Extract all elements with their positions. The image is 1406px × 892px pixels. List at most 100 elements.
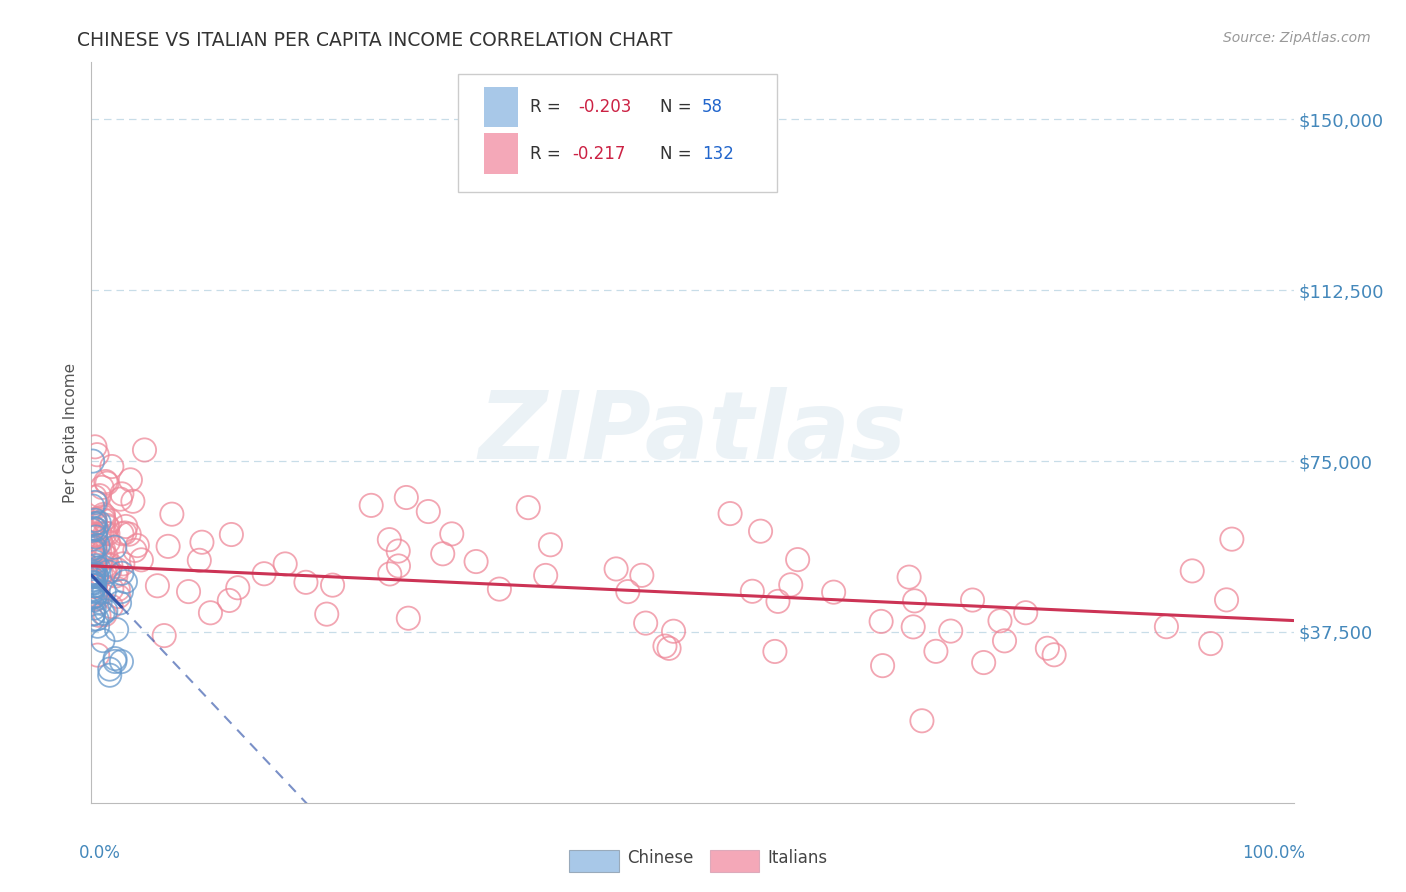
Point (91, 633, 114, 648)
Point (96, 558, 118, 572)
Point (538, 538, 561, 552)
Point (1181, 564, 1204, 578)
Point (110, 492, 132, 507)
Point (1036, 641, 1059, 656)
Point (86, 523, 108, 537)
Point (898, 570, 921, 584)
Point (97, 526, 120, 541)
Point (82, 541, 104, 556)
Point (82, 454, 104, 468)
Point (98, 564, 121, 578)
Point (465, 555, 488, 569)
Point (118, 527, 141, 541)
Point (122, 494, 145, 508)
Point (107, 590, 129, 604)
Point (101, 582, 124, 596)
Point (84, 544, 107, 558)
Point (110, 584, 132, 599)
Point (658, 641, 681, 656)
Text: N =: N = (659, 145, 697, 162)
Point (93, 564, 115, 578)
Point (191, 535, 214, 549)
Point (83, 593, 105, 607)
Point (82, 567, 104, 582)
Point (82, 576, 104, 591)
Point (440, 527, 463, 541)
Text: N =: N = (659, 98, 697, 116)
Point (114, 526, 136, 541)
Point (84, 495, 107, 509)
Point (903, 620, 925, 634)
Point (84, 490, 107, 504)
Point (94, 607, 117, 622)
Point (87, 561, 110, 575)
Text: -0.203: -0.203 (578, 98, 631, 116)
Point (82, 582, 104, 597)
Point (534, 568, 557, 582)
Point (93, 543, 115, 558)
Text: R =: R = (530, 98, 567, 116)
Text: Chinese: Chinese (627, 849, 693, 867)
Point (93, 584, 115, 599)
Point (82, 544, 104, 558)
Point (396, 611, 419, 625)
Point (766, 594, 789, 608)
Point (134, 442, 156, 457)
Point (395, 491, 418, 505)
Point (378, 566, 401, 581)
Point (86, 648, 108, 662)
Point (1220, 532, 1243, 546)
Point (97, 565, 120, 579)
Point (322, 578, 344, 592)
Point (82, 591, 104, 605)
Point (177, 584, 200, 599)
Point (89, 595, 111, 609)
Point (91, 509, 114, 524)
Text: Italians: Italians (768, 849, 828, 867)
Point (108, 596, 131, 610)
Point (94, 549, 117, 564)
Point (107, 582, 129, 597)
Point (200, 606, 222, 620)
Point (82, 607, 104, 622)
Point (84, 555, 107, 569)
Point (988, 614, 1011, 628)
Point (84, 529, 107, 543)
Point (100, 558, 122, 573)
Point (872, 658, 894, 673)
Text: 0.0%: 0.0% (79, 844, 121, 862)
Point (295, 575, 318, 590)
Point (89, 544, 111, 558)
Point (418, 504, 440, 518)
Point (83, 607, 105, 621)
Point (82, 584, 104, 599)
Point (387, 558, 409, 573)
Point (86, 612, 108, 626)
Point (84, 512, 107, 526)
Point (749, 524, 772, 539)
Point (105, 563, 128, 577)
Point (86, 448, 108, 462)
Point (870, 615, 893, 629)
Point (84, 541, 107, 555)
Point (962, 593, 984, 607)
Point (1043, 648, 1066, 662)
Text: ZIPatlas: ZIPatlas (478, 386, 907, 479)
Text: -0.217: -0.217 (572, 145, 626, 162)
Point (105, 623, 128, 637)
Point (253, 566, 276, 581)
Point (83, 569, 105, 583)
Point (779, 578, 801, 592)
Point (84, 589, 107, 603)
Point (110, 655, 132, 669)
Point (83, 566, 105, 580)
Point (91, 607, 114, 621)
Point (111, 526, 134, 541)
Point (104, 541, 127, 555)
Text: Source: ZipAtlas.com: Source: ZipAtlas.com (1223, 31, 1371, 45)
FancyBboxPatch shape (458, 73, 776, 192)
Point (160, 507, 183, 521)
Point (993, 633, 1015, 648)
Point (90, 553, 112, 567)
Point (315, 607, 337, 621)
